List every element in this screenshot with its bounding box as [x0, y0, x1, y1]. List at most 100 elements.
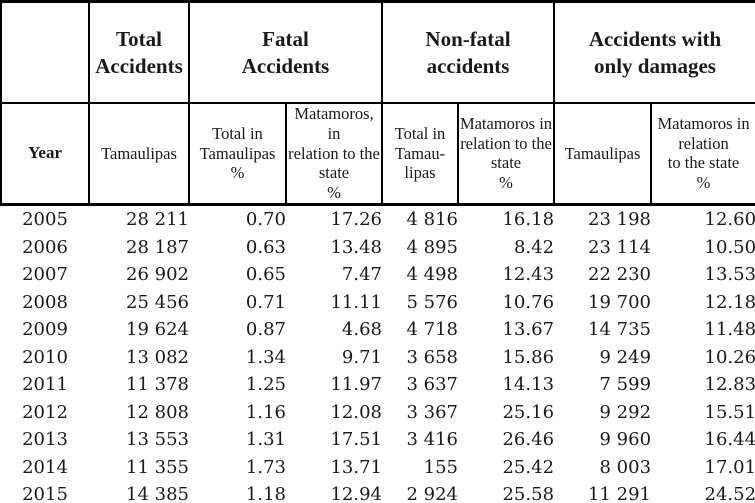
value-cell: 11 355: [126, 456, 189, 478]
sub-header-damages-matamoros-pct: Matamoros in relation to the state %: [650, 103, 755, 206]
value-cell: 4 718: [406, 319, 458, 341]
value-cell: 9.71: [341, 346, 382, 368]
sub-header-fatal-matamoros-pct: Matamoros, in relation to the state %: [285, 103, 383, 206]
value-cell: 7 599: [599, 374, 652, 396]
year-cell: 2010: [22, 346, 68, 368]
value-cell: 7.47: [341, 264, 382, 286]
value-cell: 16.44: [704, 429, 755, 451]
table-row: 2008 25 456 0.71 11.11 5 576 10.76 19 700 12.18: [1, 288, 755, 316]
value-cell: 22 230: [588, 264, 652, 286]
value-cell: 25.16: [502, 401, 555, 423]
table-row: 2005 28 211 0.70 17.26 4 816 16.18 23 198 12.60: [1, 204, 755, 233]
table-row: 2011 11 378 1.25 11.97 3 637 14.13 7 599 12.83: [1, 371, 755, 399]
group-header-row: Total Accidents Fatal Accidents Non-fata…: [0, 0, 755, 104]
value-cell: 4 895: [406, 236, 458, 258]
group-header-damages-accidents: Accidents with only damages: [553, 0, 755, 104]
value-cell: 12.08: [330, 401, 382, 423]
value-cell: 3 658: [406, 346, 458, 368]
value-cell: 12.43: [502, 264, 555, 286]
value-cell: 3 367: [406, 401, 458, 423]
value-cell: 19 624: [126, 319, 189, 341]
value-cell: 12.60: [704, 209, 755, 231]
table-row: 2010 13 082 1.34 9.71 3 658 15.86 9 249 10.26: [1, 343, 755, 371]
value-cell: 25 456: [126, 291, 189, 313]
value-cell: 12.94: [286, 480, 382, 503]
value-cell: 11.11: [330, 291, 382, 313]
value-cell: 24.52: [651, 480, 755, 503]
value-cell: 12.18: [704, 291, 755, 313]
value-cell: 0.71: [245, 291, 286, 313]
year-cell: 2013: [22, 429, 68, 451]
value-cell: 28 211: [126, 209, 189, 231]
value-cell: 2 924: [382, 480, 458, 503]
value-cell: 15.86: [502, 346, 555, 368]
value-cell: 13 553: [126, 429, 189, 451]
value-cell: 3 637: [406, 374, 458, 396]
value-cell: 9 292: [599, 401, 652, 423]
group-header-empty: [0, 0, 90, 104]
value-cell: 8 003: [599, 456, 652, 478]
year-cell: 2006: [22, 236, 68, 258]
value-cell: 11.48: [704, 319, 755, 341]
sub-header-fatal-total-pct: Total in Tamaulipas %: [188, 103, 287, 206]
year-cell: 2007: [22, 264, 68, 286]
sub-header-nonfatal-matamoros-pct: Matamoros in relation to the state %: [456, 103, 556, 206]
table-row: 2014 11 355 1.73 13.71 155 25.42 8 003 17.01: [1, 453, 755, 481]
sub-header-year: Year: [0, 103, 90, 206]
year-cell: 2011: [22, 374, 68, 396]
value-cell: 12 808: [126, 401, 189, 423]
group-header-nonfatal-accidents: Non-fatal accidents: [380, 0, 556, 104]
value-cell: 10.50: [704, 236, 755, 258]
value-cell: 16.18: [502, 209, 555, 231]
value-cell: 1.16: [245, 401, 286, 423]
value-cell: 26 902: [126, 264, 189, 286]
value-cell: 15.51: [704, 401, 755, 423]
value-cell: 0.63: [245, 236, 286, 258]
year-cell: 2005: [22, 209, 68, 231]
value-cell: 26.46: [502, 429, 555, 451]
value-cell: 5 576: [406, 291, 458, 313]
value-cell: 8.42: [513, 236, 555, 258]
value-cell: 14.13: [502, 374, 555, 396]
value-cell: 13 082: [126, 346, 189, 368]
value-cell: 10.76: [502, 291, 555, 313]
value-cell: 11 291: [554, 480, 652, 503]
value-cell: 17.26: [330, 209, 382, 231]
value-cell: 13.48: [330, 236, 382, 258]
table-body: 2005 28 211 0.70 17.26 4 816 16.18 23 198 12.60…: [1, 204, 755, 503]
year-cell: 2014: [22, 456, 68, 478]
value-cell: 0.70: [245, 209, 286, 231]
value-cell: 0.87: [245, 319, 286, 341]
sub-header-tamaulipas-damages: Tamaulipas: [553, 103, 653, 206]
sub-header-nonfatal-total: Total in Tamau- lipas: [381, 103, 459, 206]
table-row: 2007 26 902 0.65 7.47 4 498 12.43 22 230 13.53: [1, 261, 755, 289]
year-cell: 2012: [22, 401, 68, 423]
value-cell: 10.26: [704, 346, 755, 368]
value-cell: 13.53: [704, 264, 755, 286]
value-cell: 1.31: [245, 429, 286, 451]
value-cell: 14 735: [588, 319, 652, 341]
value-cell: 9 960: [599, 429, 652, 451]
value-cell: 1.73: [245, 456, 286, 478]
value-cell: 9 249: [599, 346, 652, 368]
value-cell: 4 816: [406, 209, 458, 231]
value-cell: 4 498: [406, 264, 458, 286]
year-cell: 2008: [22, 291, 68, 313]
value-cell: 1.25: [245, 374, 286, 396]
table-row: 2009 19 624 0.87 4.68 4 718 13.67 14 735 11.48: [1, 316, 755, 344]
value-cell: 13.71: [330, 456, 382, 478]
value-cell: 1.34: [245, 346, 286, 368]
value-cell: 19 700: [588, 291, 652, 313]
value-cell: 17.01: [704, 456, 755, 478]
value-cell: 14 385: [89, 480, 189, 503]
sub-header-tamaulipas-total: Tamaulipas: [88, 103, 190, 206]
value-cell: 28 187: [126, 236, 189, 258]
year-cell: 2009: [22, 319, 68, 341]
group-header-total-accidents: Total Accidents: [88, 0, 190, 104]
year-cell: 2015: [1, 480, 89, 503]
table-row: 2006 28 187 0.63 13.48 4 895 8.42 23 114 10.50: [1, 233, 755, 261]
value-cell: 1.18: [189, 480, 286, 503]
value-cell: 11 378: [126, 374, 189, 396]
